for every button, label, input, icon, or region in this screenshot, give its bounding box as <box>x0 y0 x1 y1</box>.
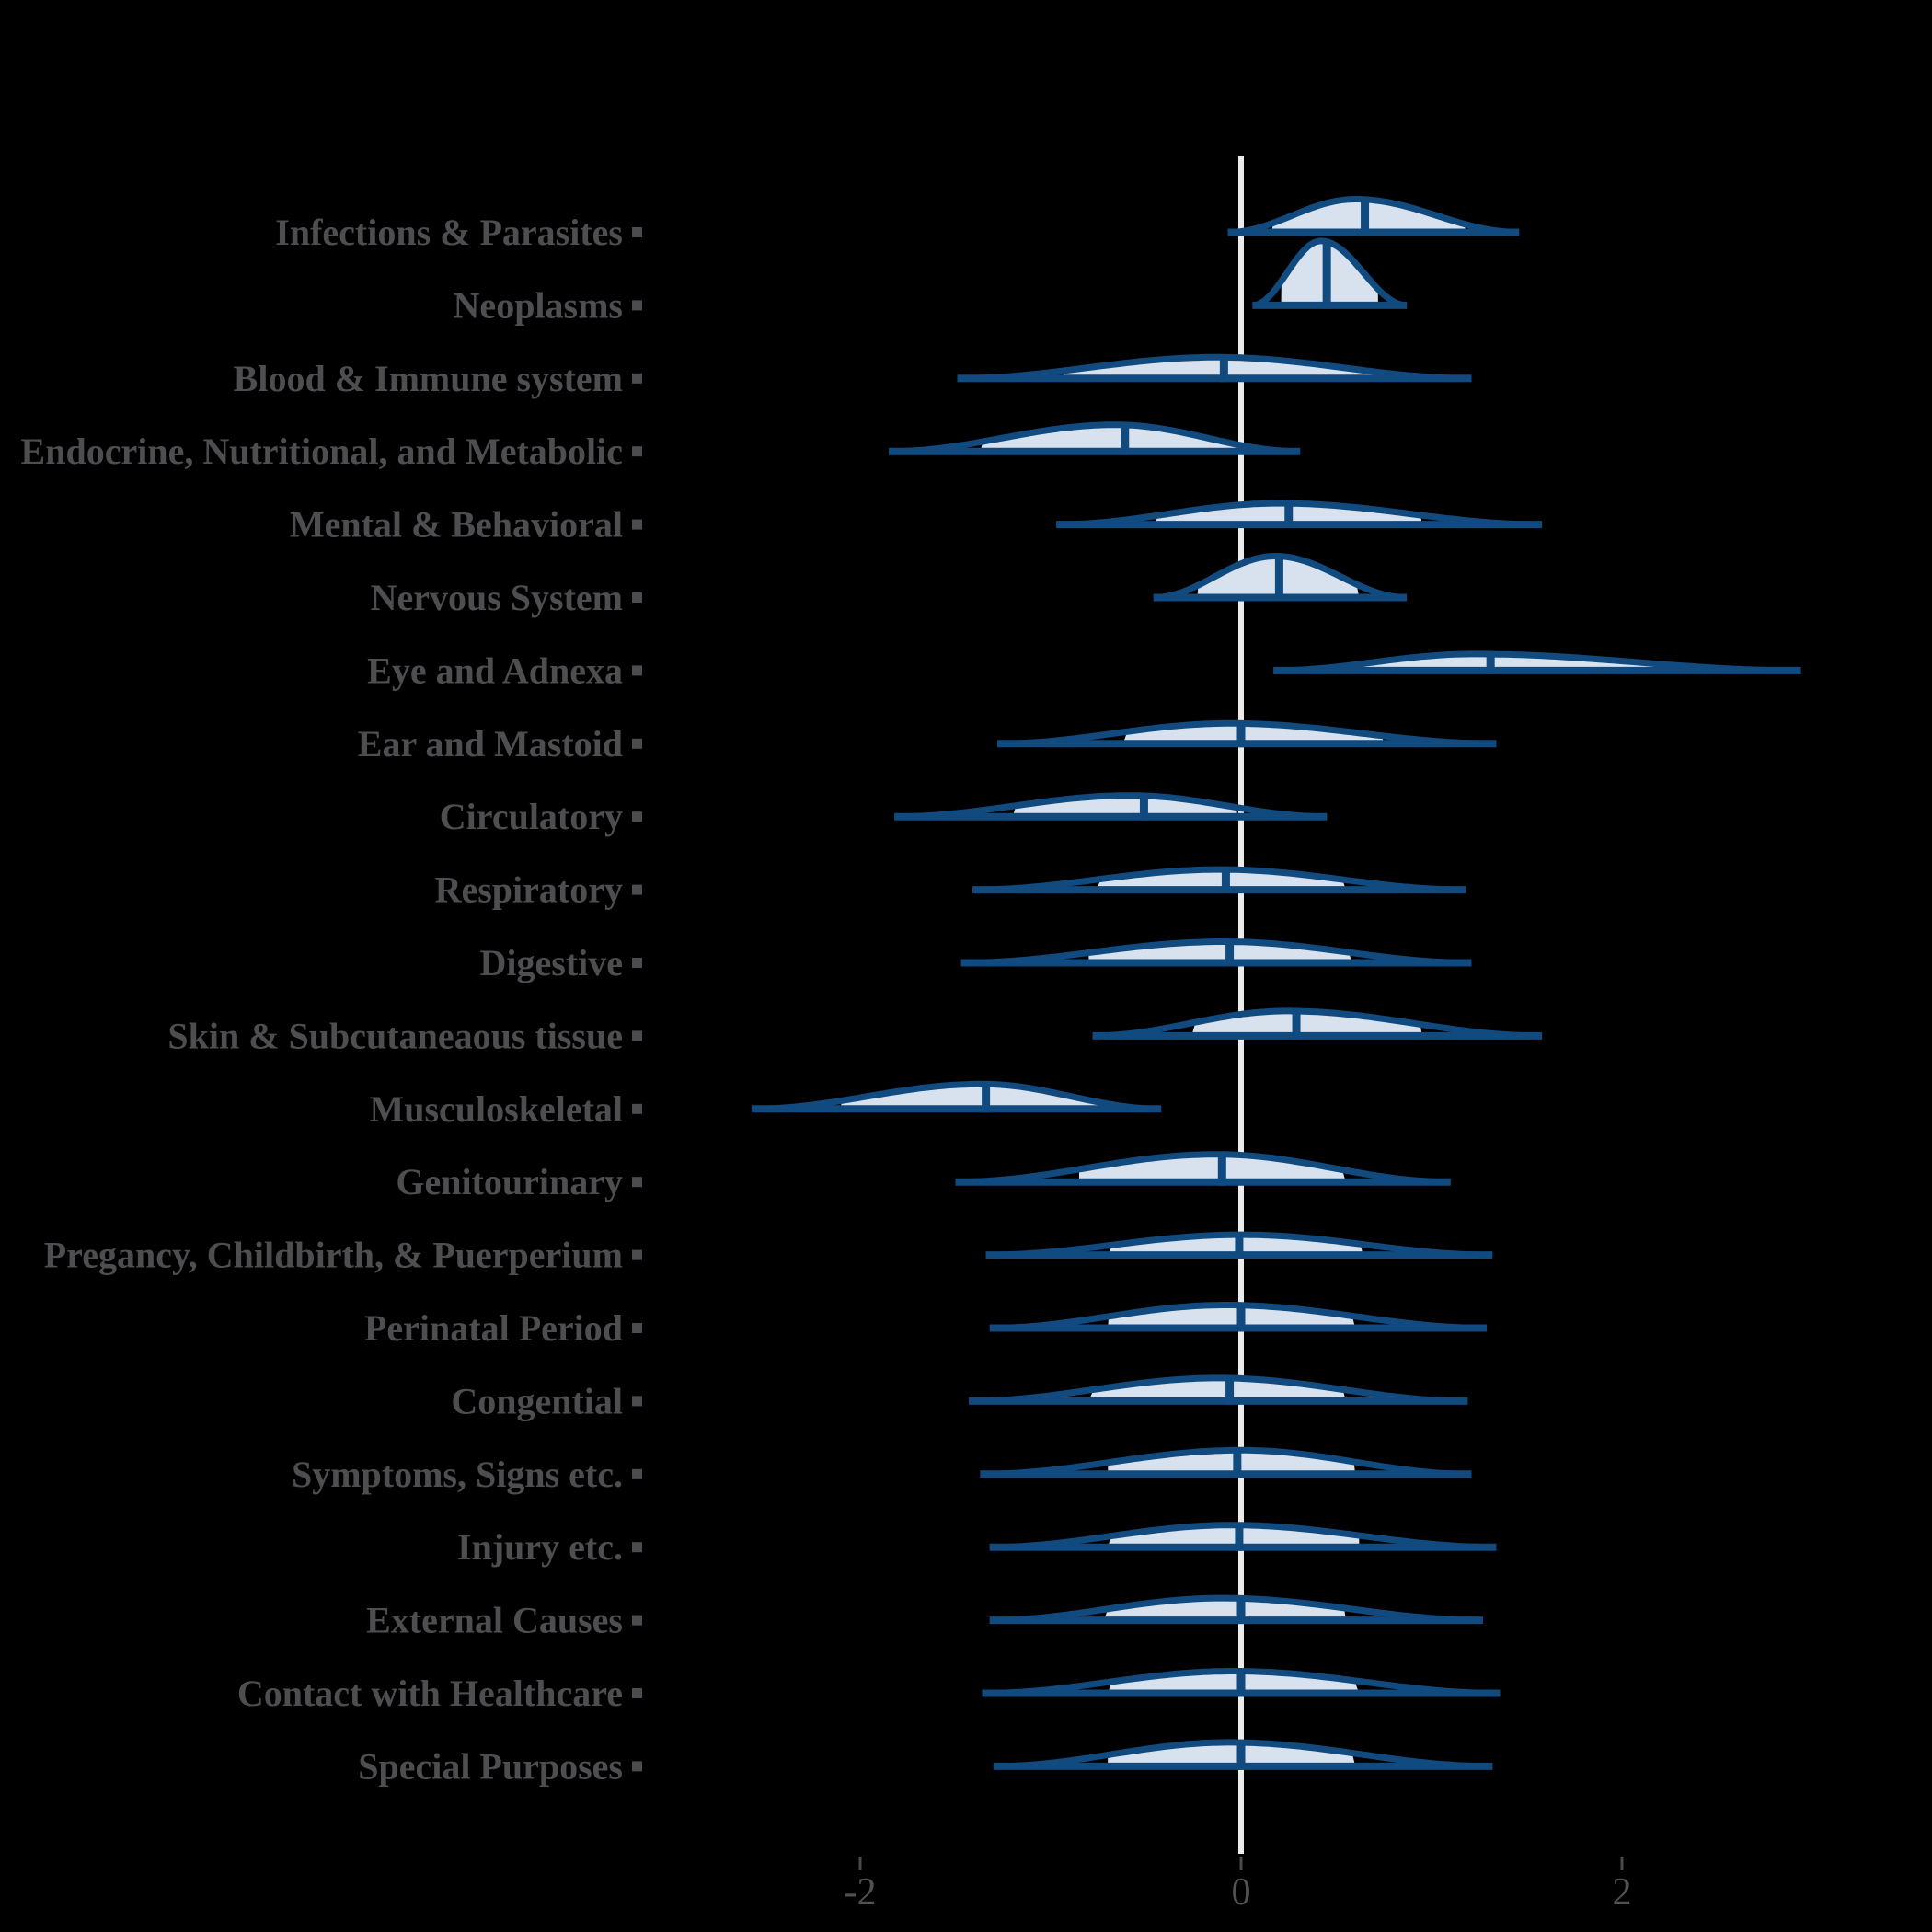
category-label: Musculoskeletal <box>369 1088 623 1130</box>
y-tick-square <box>632 1761 642 1772</box>
category-label: Respiratory <box>435 869 623 911</box>
category-label: Skin & Subcutaneaous tissue <box>167 1015 623 1056</box>
category-label: Special Purposes <box>358 1745 623 1787</box>
category-label: Infections & Parasites <box>275 212 623 253</box>
y-tick-square <box>632 519 642 530</box>
category-label: Genitourinary <box>396 1161 623 1202</box>
violin-outline <box>980 1446 1472 1478</box>
category-label: External Causes <box>366 1600 623 1641</box>
y-tick-square <box>632 1103 642 1114</box>
y-tick-square <box>632 592 642 603</box>
y-tick-square <box>632 1249 642 1260</box>
violin-outline <box>960 938 1472 966</box>
category-label: Symptoms, Signs etc. <box>292 1454 623 1495</box>
y-tick-square <box>632 227 642 237</box>
category-label: Mental & Behavioral <box>290 504 623 546</box>
y-tick-square <box>632 811 642 822</box>
category-label: Nervous System <box>371 577 623 618</box>
violin-outline <box>1227 196 1520 236</box>
violin-outline <box>997 719 1497 747</box>
y-tick-square <box>632 958 642 968</box>
violin-outline <box>982 1668 1501 1696</box>
category-label: Endocrine, Nutritional, and Metabolic <box>21 431 623 472</box>
violin-outline <box>957 353 1472 382</box>
y-tick-square <box>632 1030 642 1041</box>
violin-fill <box>1122 723 1385 744</box>
violin-outline <box>989 1522 1497 1551</box>
x-tick-label: 2 <box>1613 1871 1632 1914</box>
y-tick-square <box>632 738 642 749</box>
violin-outline <box>989 1302 1487 1331</box>
category-label: Congential <box>451 1380 623 1421</box>
y-tick-square <box>632 446 642 457</box>
y-tick-square <box>632 1542 642 1553</box>
violin-outline <box>972 866 1466 893</box>
violin-outline <box>1092 1007 1543 1040</box>
violin-outline <box>985 1231 1493 1259</box>
y-tick-square <box>632 1468 642 1479</box>
y-tick-square <box>632 1688 642 1698</box>
category-label: Eye and Adnexa <box>367 650 623 691</box>
category-label: Ear and Mastoid <box>358 723 623 765</box>
category-label: Circulatory <box>440 796 623 837</box>
y-tick-square <box>632 1615 642 1626</box>
violin-outline <box>1153 553 1408 601</box>
y-tick-square <box>632 1177 642 1188</box>
y-tick-square <box>632 373 642 384</box>
x-tick-label: 0 <box>1232 1871 1251 1914</box>
violin-outline <box>955 1151 1451 1186</box>
violin-outline <box>969 1374 1468 1405</box>
category-label: Injury etc. <box>457 1526 623 1568</box>
x-tick-label: -2 <box>845 1871 877 1914</box>
category-label: Perinatal Period <box>364 1307 623 1349</box>
category-label: Digestive <box>479 942 623 983</box>
y-tick-square <box>632 884 642 895</box>
y-tick-square <box>632 665 642 676</box>
category-label: Pregancy, Childbirth, & Puerperium <box>44 1235 623 1276</box>
y-tick-square <box>632 1323 642 1333</box>
violin-outline <box>993 1739 1493 1770</box>
violin-outline <box>752 1080 1162 1112</box>
category-label: Contact with Healthcare <box>237 1673 623 1714</box>
violin-outline <box>889 421 1301 455</box>
y-tick-square <box>632 1396 642 1407</box>
category-label: Neoplasms <box>454 284 623 326</box>
violin-outline <box>1056 500 1543 528</box>
category-label: Blood & Immune system <box>234 358 623 399</box>
violin-outline <box>894 792 1328 821</box>
violin-outline <box>1250 237 1409 309</box>
y-tick-square <box>632 300 642 311</box>
violin-outline <box>989 1594 1483 1624</box>
